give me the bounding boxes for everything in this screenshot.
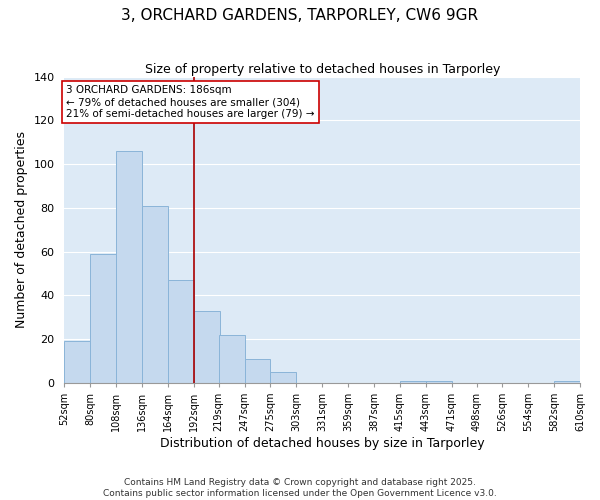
Bar: [142, 206, 168, 383]
Text: 3 ORCHARD GARDENS: 186sqm
← 79% of detached houses are smaller (304)
21% of semi: 3 ORCHARD GARDENS: 186sqm ← 79% of detac…: [66, 86, 315, 118]
X-axis label: Distribution of detached houses by size in Tarporley: Distribution of detached houses by size …: [160, 437, 485, 450]
Bar: [168, 280, 194, 383]
Y-axis label: Number of detached properties: Number of detached properties: [15, 132, 28, 328]
Bar: [425, 380, 452, 383]
Bar: [554, 380, 580, 383]
Bar: [400, 380, 425, 383]
Bar: [271, 372, 296, 383]
Bar: [90, 254, 116, 383]
Bar: [116, 151, 142, 383]
Bar: [219, 335, 245, 383]
Text: Contains HM Land Registry data © Crown copyright and database right 2025.
Contai: Contains HM Land Registry data © Crown c…: [103, 478, 497, 498]
Title: Size of property relative to detached houses in Tarporley: Size of property relative to detached ho…: [145, 62, 500, 76]
Bar: [194, 310, 220, 383]
Bar: [245, 359, 271, 383]
Text: 3, ORCHARD GARDENS, TARPORLEY, CW6 9GR: 3, ORCHARD GARDENS, TARPORLEY, CW6 9GR: [121, 8, 479, 22]
Bar: [64, 342, 90, 383]
